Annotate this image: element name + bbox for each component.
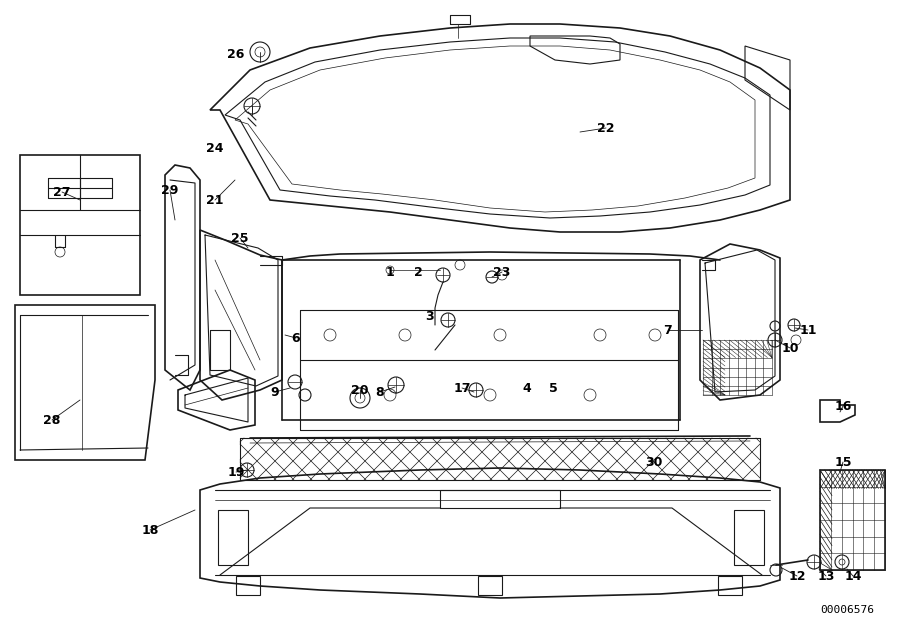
Text: 11: 11 — [799, 323, 817, 337]
Text: 26: 26 — [228, 48, 245, 60]
Text: 4: 4 — [523, 382, 531, 394]
Text: 13: 13 — [817, 570, 834, 582]
Text: 21: 21 — [206, 194, 224, 206]
Text: 3: 3 — [426, 309, 435, 323]
Text: 12: 12 — [788, 570, 806, 582]
Text: 9: 9 — [271, 385, 279, 399]
Text: 2: 2 — [414, 265, 422, 279]
Text: 22: 22 — [598, 121, 615, 135]
Text: 5: 5 — [549, 382, 557, 394]
Text: 24: 24 — [206, 142, 224, 154]
Text: 17: 17 — [454, 382, 471, 394]
Text: 28: 28 — [43, 413, 60, 427]
Text: 18: 18 — [141, 523, 158, 537]
Text: 16: 16 — [834, 399, 851, 413]
Text: 25: 25 — [231, 232, 248, 244]
Text: 1: 1 — [385, 265, 394, 279]
Text: 6: 6 — [292, 331, 301, 345]
Text: 19: 19 — [228, 465, 245, 479]
Text: 7: 7 — [663, 323, 672, 337]
Text: 30: 30 — [645, 455, 662, 469]
Text: 27: 27 — [53, 185, 71, 199]
Text: 00006576: 00006576 — [820, 605, 874, 615]
Text: 20: 20 — [351, 384, 369, 396]
Text: 29: 29 — [161, 184, 179, 196]
Text: 23: 23 — [493, 265, 510, 279]
Text: 14: 14 — [844, 570, 862, 582]
Text: 15: 15 — [834, 455, 851, 469]
Text: 8: 8 — [375, 385, 384, 399]
Text: 10: 10 — [781, 342, 799, 354]
